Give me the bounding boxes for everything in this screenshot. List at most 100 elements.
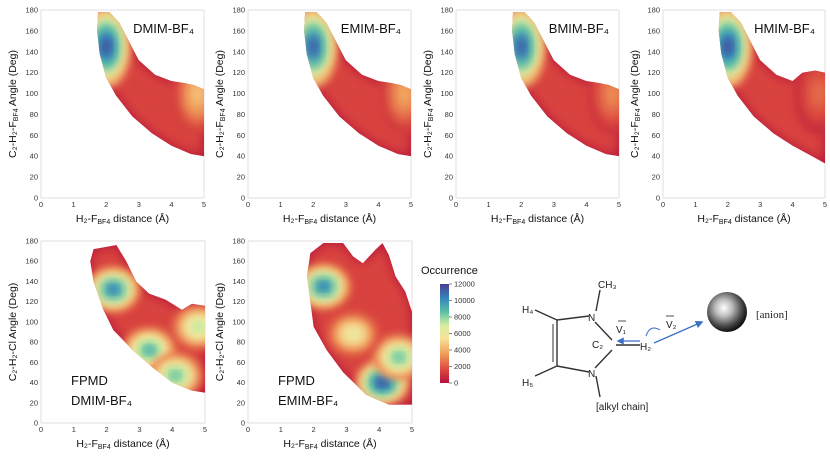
v2-arrow — [653, 320, 704, 344]
colorbar-title: Occurrence — [421, 265, 478, 277]
x-tick-label: 3 — [344, 425, 348, 434]
y-tick-label: 0 — [34, 194, 38, 203]
x-tick-label: 2 — [104, 200, 108, 209]
x-tick-label: 3 — [137, 425, 141, 434]
bond-c4-h4 — [534, 309, 558, 321]
panel-label: EMIM-BF₄ — [278, 393, 338, 408]
bond-c2-n — [594, 349, 613, 369]
density-hotspot — [318, 281, 329, 292]
x-tick-label: 5 — [617, 200, 621, 209]
heatmap-panel-3: 0 1 2 3 4 5 0 20 40 60 80 100 120 140 160 180 H₂-FBF4 di… — [422, 6, 621, 227]
y-tick-label: 180 — [647, 6, 660, 15]
x-axis-label: H₂-FBF4 distance (Å) — [491, 212, 584, 226]
y-tick-label: 140 — [440, 47, 453, 56]
density-hotspot — [516, 38, 527, 55]
y-tick-label: 180 — [25, 237, 38, 246]
x-tick-label: 3 — [344, 200, 348, 209]
bond-n-ch3 — [595, 289, 601, 312]
y-tick-label: 0 — [656, 194, 660, 203]
colorbar-tick-label: 2000 — [454, 362, 471, 371]
colorbar: Occurrence 0 2000 4000 6000 8000 10000 12000 — [421, 265, 478, 388]
y-tick-label: 100 — [25, 89, 38, 98]
density-hotspot — [308, 38, 319, 55]
x-tick-label: 3 — [137, 200, 141, 209]
x-tick-label: 4 — [376, 200, 380, 209]
colorbar-tick-label: 4000 — [454, 346, 471, 355]
y-tick-label: 40 — [30, 152, 38, 161]
density-hotspot — [107, 284, 119, 295]
x-tick-label: 5 — [409, 200, 413, 209]
x-tick-label: 0 — [454, 200, 458, 209]
y-tick-label: 160 — [25, 257, 38, 266]
x-tick-label: 2 — [311, 200, 315, 209]
density-hotspot — [347, 329, 359, 339]
colorbar-tick-label: 8000 — [454, 313, 471, 322]
y-tick-label: 0 — [241, 194, 245, 203]
x-tick-label: 0 — [39, 425, 43, 434]
y-tick-label: 80 — [652, 110, 660, 119]
bond-n-alkyl — [595, 375, 601, 398]
heatmap-panel-1: 0 1 2 3 4 5 0 20 40 60 80 100 120 140 160 180 H₂-FBF4 di… — [7, 6, 206, 227]
y-tick-label: 120 — [440, 68, 453, 77]
x-tick-label: 0 — [246, 200, 250, 209]
x-tick-label: 4 — [377, 425, 381, 434]
y-tick-label: 60 — [652, 131, 660, 140]
x-axis-label: H₂-FBF4 distance (Å) — [283, 437, 376, 451]
x-tick-label: 1 — [487, 200, 491, 209]
density-hotspot — [193, 322, 204, 332]
x-tick-label: 2 — [312, 425, 316, 434]
y-tick-label: 140 — [25, 277, 38, 286]
y-tick-label: 20 — [445, 173, 453, 182]
x-tick-label: 2 — [726, 200, 730, 209]
density-map — [90, 245, 205, 393]
y-tick-label: 40 — [652, 152, 660, 161]
y-tick-label: 60 — [237, 358, 245, 367]
y-axis-label: C₂-H₂-Cl Angle (Deg) — [214, 283, 226, 382]
x-tick-label: 4 — [169, 200, 173, 209]
colorbar-tick-label: 10000 — [454, 296, 475, 305]
panel-label: DMIM-BF₄ — [71, 393, 132, 408]
y-axis-label: C₂-H₂-FBF4 Angle (Deg) — [7, 50, 20, 158]
x-axis-label: H₂-FBF4 distance (Å) — [283, 212, 376, 226]
ch3-label: CH₃ — [598, 280, 617, 291]
panel-label: BMIM-BF₄ — [549, 21, 609, 36]
imidazolium-schematic: H₄ H₅ N N CH₃ C₂ H₂ [alkyl chain] V₁ V₂ … — [522, 280, 788, 413]
y-tick-label: 0 — [34, 419, 38, 428]
y-tick-label: 40 — [445, 152, 453, 161]
anion-label: [anion] — [756, 309, 788, 321]
x-tick-label: 4 — [791, 200, 795, 209]
colorbar-tick-label: 12000 — [454, 280, 475, 289]
x-tick-label: 1 — [72, 425, 76, 434]
bond-c5-h5 — [534, 365, 558, 377]
x-tick-label: 0 — [246, 425, 250, 434]
panel-label: HMIM-BF₄ — [754, 21, 815, 36]
y-axis-label: C₂-H₂-FBF4 Angle (Deg) — [629, 50, 642, 158]
y-tick-label: 120 — [232, 297, 245, 306]
y-tick-label: 80 — [445, 110, 453, 119]
bond-c4-n — [556, 315, 590, 321]
y-axis-label: C₂-H₂-FBF4 Angle (Deg) — [422, 50, 435, 158]
h2-label: H₂ — [640, 342, 651, 353]
c2-label: C₂ — [592, 340, 603, 351]
heatmap-panel-4: 0 1 2 3 4 5 0 20 40 60 80 100 120 140 160 180 H₂-FBF4 di… — [629, 6, 827, 227]
colorbar-tick-label: 0 — [454, 379, 458, 388]
x-tick-label: 1 — [72, 200, 76, 209]
x-tick-label: 3 — [552, 200, 556, 209]
x-axis-label: H₂-FBF4 distance (Å) — [76, 437, 169, 451]
density-map — [304, 12, 411, 157]
x-axis-label: H₂-FBF4 distance (Å) — [697, 212, 790, 226]
y-tick-label: 20 — [237, 398, 245, 407]
y-tick-label: 120 — [25, 297, 38, 306]
n-top-label: N — [588, 313, 595, 324]
y-tick-label: 100 — [647, 89, 660, 98]
density-hotspot — [399, 85, 410, 102]
y-tick-label: 20 — [30, 173, 38, 182]
x-tick-label: 2 — [105, 425, 109, 434]
heatmap-panel-2: 0 1 2 3 4 5 0 20 40 60 80 100 120 140 160 180 H₂-FBF4 di… — [214, 6, 413, 227]
y-tick-label: 100 — [232, 317, 245, 326]
n-bottom-label: N — [588, 369, 595, 380]
y-tick-label: 80 — [30, 338, 38, 347]
x-tick-label: 5 — [410, 425, 414, 434]
bond-n-c2 — [594, 321, 613, 341]
